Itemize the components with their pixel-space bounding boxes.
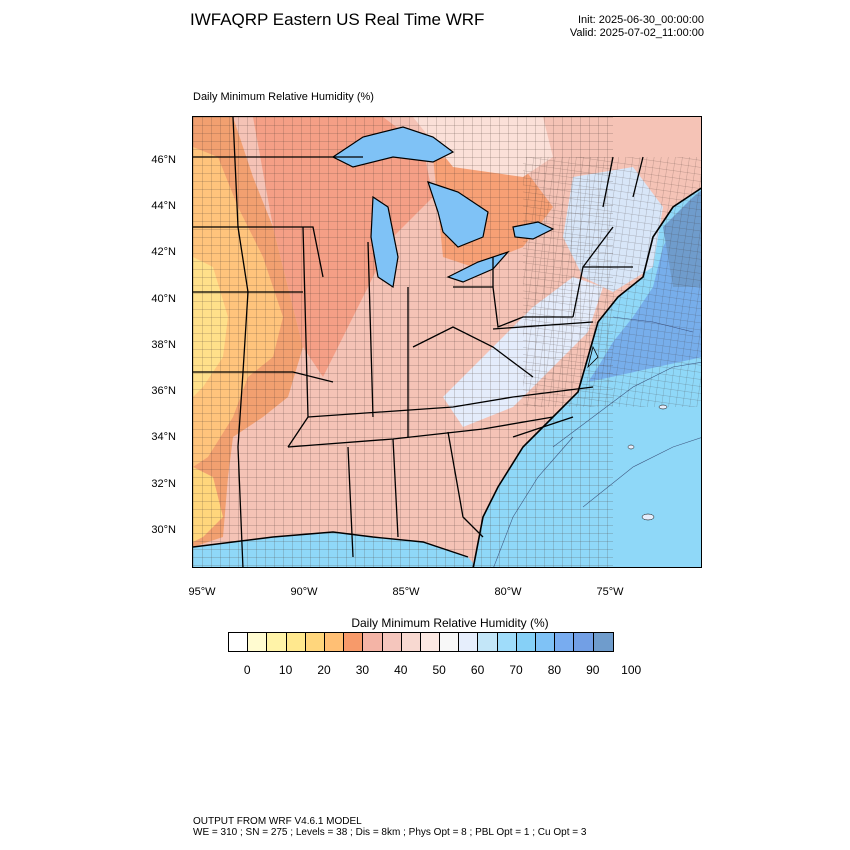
colorbar-tick-label: 100 [621,663,642,677]
colorbar-box [593,633,613,651]
colorbar-box [555,633,575,651]
rh-map [193,117,701,567]
colorbar-tick-label: 10 [278,663,293,677]
lake-huron [427,181,489,248]
colorbar-box [248,633,268,651]
colorbar-box [382,633,402,651]
lon-label: 85°W [392,586,420,598]
page-title: IWFAQRP Eastern US Real Time WRF [190,10,485,29]
lon-label: 95°W [188,586,216,598]
valid-time: Valid: 2025-07-02_11:00:00 [569,27,704,39]
lat-label: 44°N [151,200,176,212]
colorbar-box [459,633,479,651]
colorbar-tick-label: 70 [509,663,523,677]
model-config: WE = 310 ; SN = 275 ; Levels = 38 ; Dis … [193,827,587,838]
colorbar-tick-label: 80 [547,663,562,677]
colorbar-tick-label: 90 [586,663,600,677]
colorbar-box [305,633,325,651]
model-info: OUTPUT FROM WRF V4.6.1 MODEL WE = 310 ; … [193,816,586,838]
colorbar-box [267,633,287,651]
lon-label: 90°W [290,586,318,598]
lat-label: 32°N [151,478,176,490]
model-version: OUTPUT FROM WRF V4.6.1 MODEL [193,816,362,827]
lat-label: 36°N [151,385,176,397]
colorbar-box [420,633,441,651]
colorbar-box [536,633,556,651]
lake-ontario [512,221,555,240]
colorbar-tick-label: 60 [470,663,485,677]
lon-label: 80°W [494,586,522,598]
colorbar-box [229,633,249,651]
colorbar-box [478,633,498,651]
colorbar-tick-label: 50 [432,663,446,677]
colorbar-box [440,633,460,651]
colorbar-tick-label: 20 [317,663,331,677]
map-panel [192,116,702,568]
lon-label: 75°W [596,586,624,598]
lat-label: 42°N [151,246,176,258]
lat-label: 34°N [151,431,176,443]
lat-label: 30°N [151,524,176,536]
lat-label: 40°N [151,293,176,305]
colorbar-box [363,633,383,651]
colorbar-title: Daily Minimum Relative Humidity (%) [351,616,549,630]
lat-label: 38°N [151,339,176,351]
colorbar [228,632,614,652]
lake-michigan [370,195,399,289]
init-time: Init: 2025-06-30_00:00:00 [578,14,704,26]
coastline [472,187,701,567]
colorbar-box [574,633,594,651]
colorbar-box [324,633,345,651]
colorbar-tick-label: 0 [243,663,251,677]
colorbar-tick-label: 30 [355,663,370,677]
run-times: Init: 2025-06-30_00:00:00 Valid: 2025-07… [570,14,704,40]
colorbar-tick-label: 40 [394,663,408,677]
lat-label: 46°N [151,154,176,166]
colorbar-box [497,633,517,651]
colorbar-box [401,633,421,651]
plot-label: Daily Minimum Relative Humidity (%) [193,91,374,103]
colorbar-box [344,633,364,651]
colorbar-box [286,633,306,651]
state-borders [193,117,644,567]
colorbar-box [516,633,536,651]
